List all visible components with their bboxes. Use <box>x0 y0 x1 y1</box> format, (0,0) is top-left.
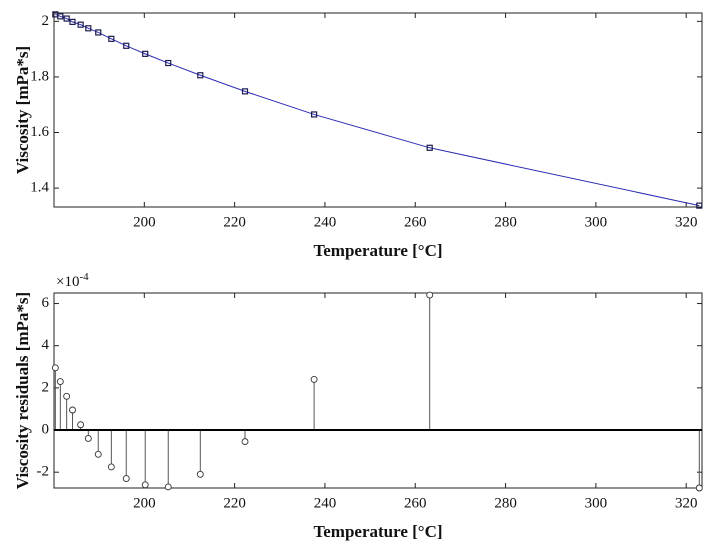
stem-marker <box>77 421 85 429</box>
stem-marker <box>141 481 149 489</box>
stem-marker <box>241 438 249 446</box>
data-point <box>63 15 70 22</box>
x-axis-label: Temperature [°C] <box>313 522 442 541</box>
data-point <box>85 25 92 32</box>
x-tick-label: 260 <box>404 495 427 511</box>
y-tick-label: 2 <box>42 13 50 29</box>
stem-marker <box>196 470 204 478</box>
data-point <box>142 50 149 57</box>
data-point <box>77 21 84 28</box>
stem-marker <box>56 378 64 385</box>
data-point <box>123 42 130 49</box>
x-tick-label: 280 <box>494 495 517 511</box>
x-tick-label: 220 <box>223 495 246 511</box>
y-tick-label: 1.4 <box>30 180 49 196</box>
stem-marker <box>695 484 703 492</box>
data-point <box>108 35 115 42</box>
x-tick-label: 240 <box>314 214 337 230</box>
data-point <box>197 72 204 79</box>
y-tick-label: -2 <box>37 464 50 480</box>
x-tick-label: 260 <box>404 214 427 230</box>
stem-marker <box>94 450 102 458</box>
x-tick-label: 320 <box>675 214 698 230</box>
multiplier-exponent: -4 <box>79 271 89 283</box>
stem-marker <box>107 463 115 471</box>
multiplier-base: ×10 <box>56 274 79 290</box>
data-point <box>69 18 76 25</box>
plot-frame <box>53 12 703 208</box>
x-tick-label: 200 <box>133 214 156 230</box>
stem-marker <box>310 375 318 383</box>
data-line <box>55 13 700 207</box>
stem-marker <box>84 435 92 442</box>
y-tick-label: 4 <box>42 337 50 353</box>
data-point <box>311 111 318 118</box>
y-tick-label: 6 <box>42 295 50 311</box>
stem-marker <box>51 364 59 372</box>
y-tick-label: 2 <box>42 379 50 395</box>
data-point <box>696 202 703 209</box>
x-tick-label: 240 <box>314 495 337 511</box>
axis-multiplier: ×10-4 <box>56 271 89 291</box>
stem-marker <box>69 406 76 414</box>
data-point <box>426 144 433 151</box>
stem-marker <box>122 475 130 482</box>
y-axis-label: Viscosity [mPa*s] <box>13 46 32 174</box>
x-tick-label: 280 <box>494 214 517 230</box>
x-tick-label: 200 <box>133 495 156 511</box>
y-tick-label: 1.8 <box>30 68 49 84</box>
y-tick-label: 1.6 <box>30 124 49 140</box>
data-point <box>241 88 249 95</box>
stem-marker <box>63 392 71 400</box>
y-axis-label: Viscosity residuals [mPa*s] <box>13 292 32 489</box>
data-point <box>57 13 64 20</box>
x-tick-label: 320 <box>675 495 698 511</box>
x-tick-label: 220 <box>223 214 246 230</box>
y-tick-label: 0 <box>42 421 50 437</box>
stem-marker <box>164 483 172 491</box>
x-tick-label: 300 <box>585 214 608 230</box>
data-point <box>95 29 102 36</box>
data-point <box>165 59 172 67</box>
stem-marker <box>426 291 434 299</box>
x-axis-label: Temperature [°C] <box>313 241 442 260</box>
x-tick-label: 300 <box>585 495 608 511</box>
plot-frame <box>53 292 703 489</box>
